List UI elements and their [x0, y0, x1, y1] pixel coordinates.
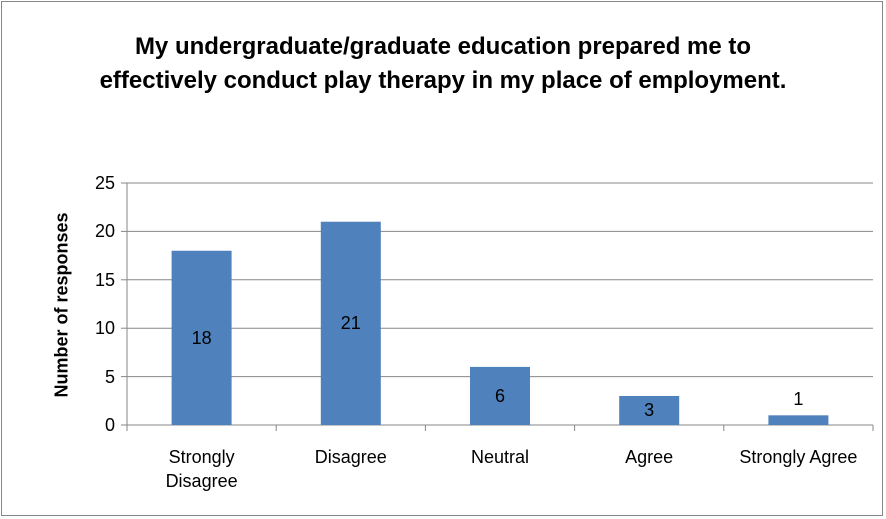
bar: [320, 221, 381, 425]
x-tick-label: Agree: [625, 447, 674, 467]
bar: [470, 366, 530, 425]
data-label: 1: [793, 389, 804, 410]
data-label: 21: [340, 313, 361, 334]
y-tick-label: 0: [104, 415, 115, 435]
x-tick-label: Strongly Agree: [739, 447, 858, 467]
x-tick-label: Strongly Disagree: [165, 447, 238, 491]
x-tick-label: Disagree: [314, 447, 387, 467]
y-tick-label: 25: [94, 173, 115, 193]
data-label: 3: [644, 400, 655, 421]
y-tick-label: 20: [94, 221, 115, 242]
bar: [619, 395, 680, 425]
data-label: 6: [494, 385, 505, 406]
y-tick-label: 10: [94, 318, 115, 339]
y-tick-label: 5: [104, 366, 115, 387]
chart-title: My undergraduate/graduate education prep…: [99, 33, 787, 94]
y-tick-label: 15: [94, 269, 115, 290]
bar: [171, 250, 232, 425]
data-label: 18: [191, 327, 212, 348]
x-tick-label: Neutral: [470, 447, 530, 467]
bar: [768, 415, 829, 425]
